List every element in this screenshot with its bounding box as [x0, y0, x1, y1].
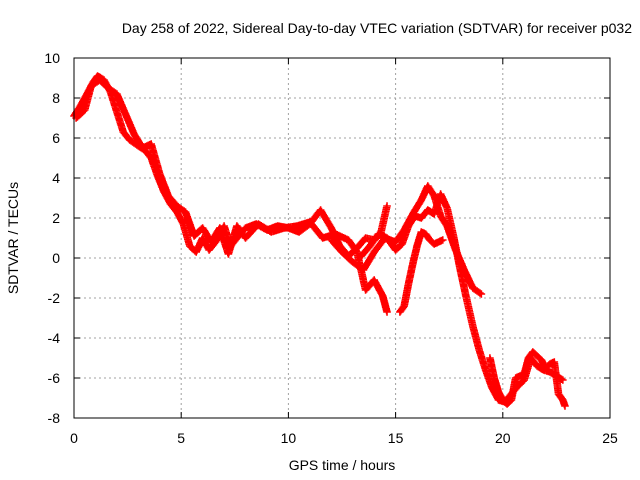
y-tick-label: -2 — [48, 290, 61, 306]
y-tick-label: 6 — [52, 130, 60, 146]
y-tick-label: -4 — [48, 330, 61, 346]
x-tick-label: 15 — [388, 430, 404, 446]
series-trace-f — [486, 348, 569, 410]
y-tick-label: -6 — [48, 370, 61, 386]
y-tick-label: 2 — [52, 210, 60, 226]
data-markers — [72, 76, 391, 316]
y-tick-label: -8 — [48, 410, 61, 426]
data-markers — [486, 348, 569, 410]
x-tick-label: 0 — [70, 430, 78, 446]
y-axis-label: SDTVAR / TECUs — [5, 182, 21, 294]
axis-ticks: 0 5 10 15 20 25 -8 -6 -4 -2 0 2 4 6 8 10 — [44, 50, 618, 446]
data-markers — [396, 228, 447, 316]
data-points — [70, 72, 569, 410]
series-trace-e — [396, 228, 447, 316]
series-trace-b — [72, 76, 391, 316]
chart-title: Day 258 of 2022, Sidereal Day-to-day VTE… — [122, 20, 632, 36]
x-tick-label: 20 — [495, 430, 511, 446]
x-tick-label: 5 — [177, 430, 185, 446]
y-tick-label: 10 — [44, 50, 60, 66]
y-tick-label: 4 — [52, 170, 60, 186]
y-tick-label: 8 — [52, 90, 60, 106]
plot-frame — [73, 57, 611, 419]
y-tick-label: 0 — [52, 250, 60, 266]
x-tick-label: 10 — [281, 430, 297, 446]
x-tick-label: 25 — [602, 430, 618, 446]
x-axis-label: GPS time / hours — [289, 457, 396, 473]
